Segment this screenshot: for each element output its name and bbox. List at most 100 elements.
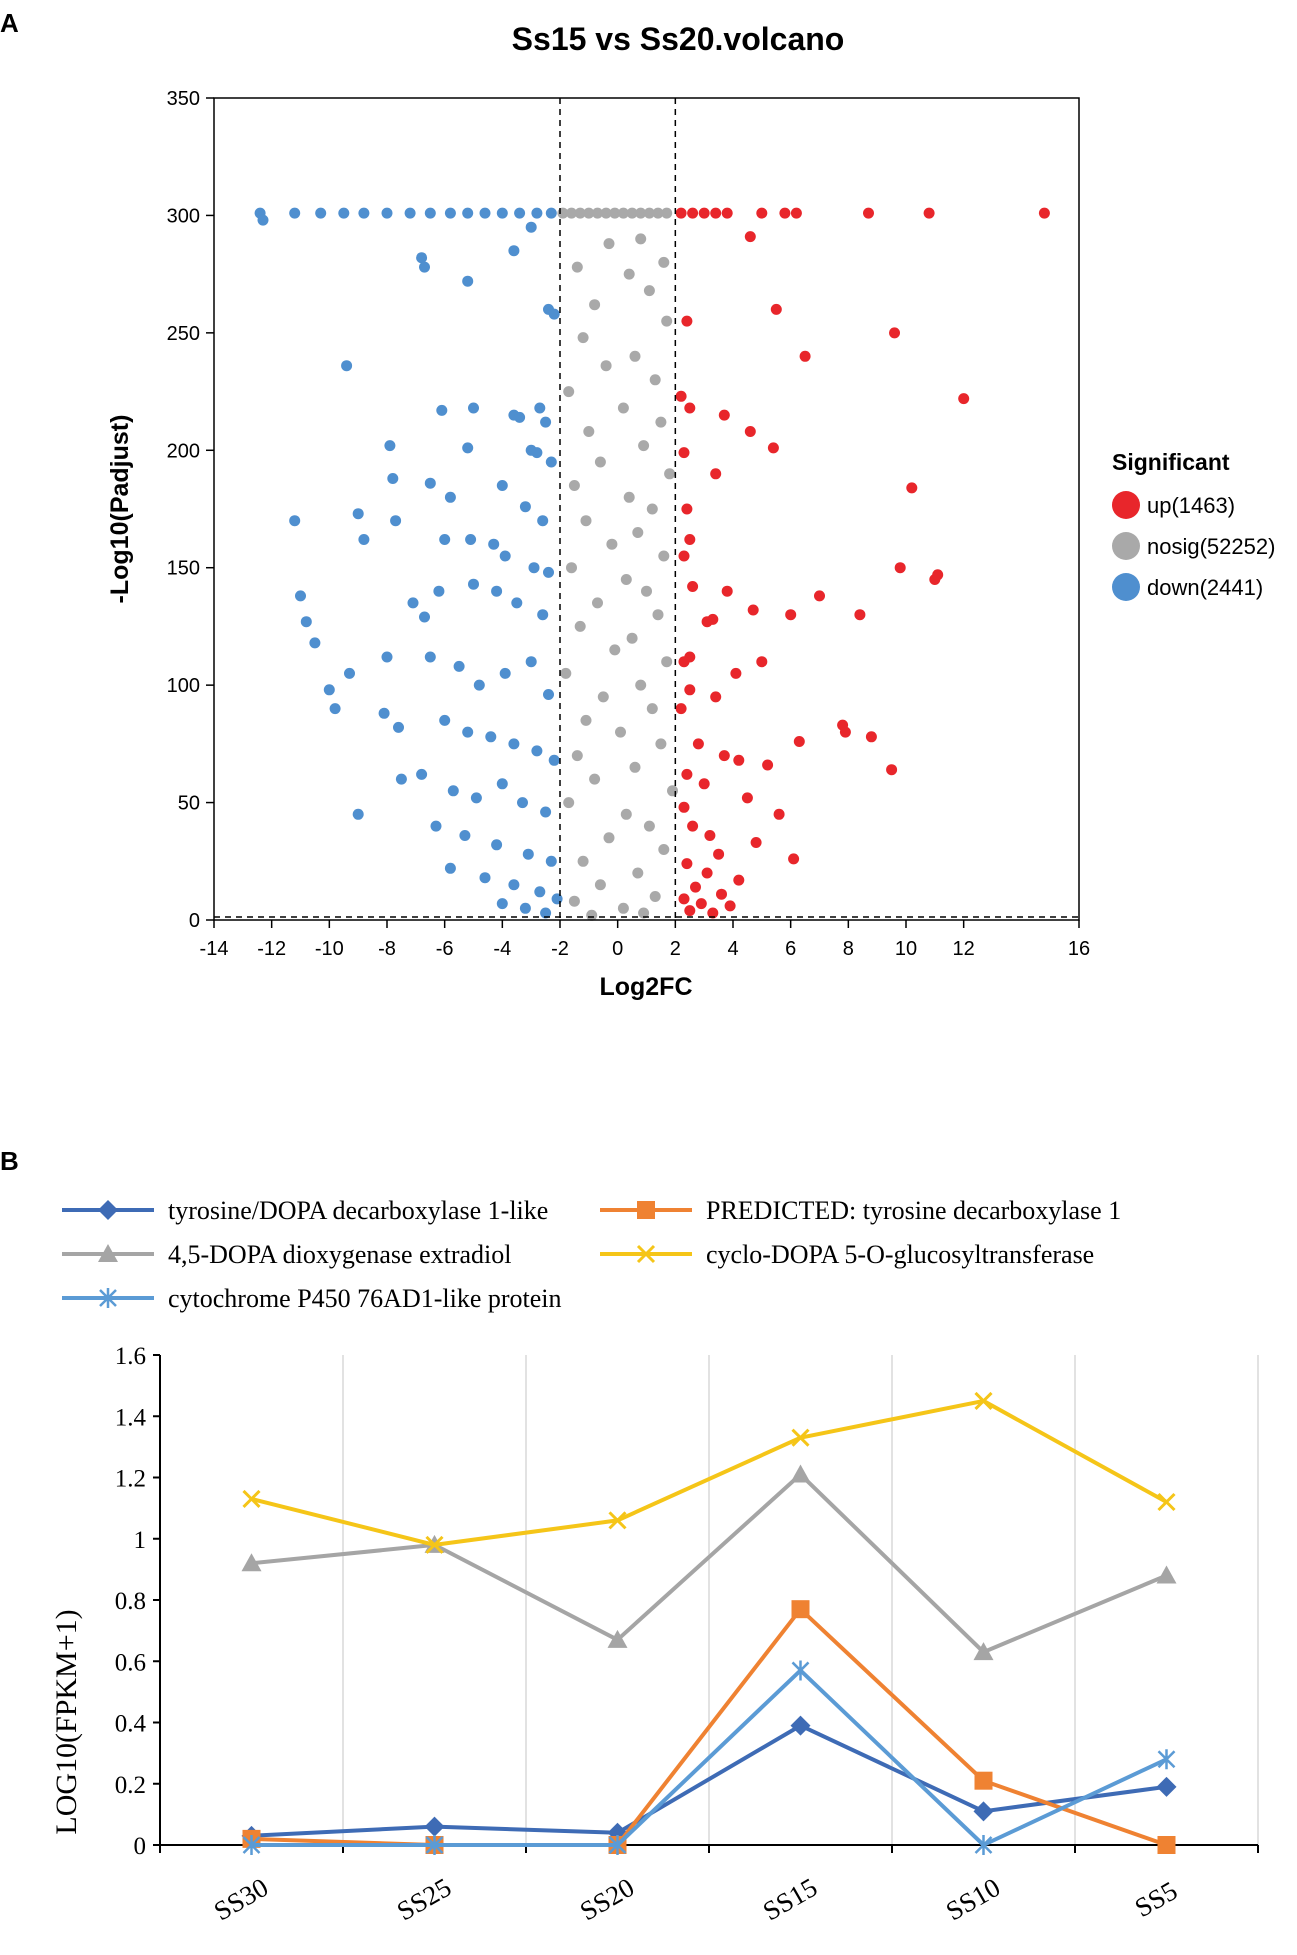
- nosig-point-43: [652, 609, 664, 621]
- down-point-85: [540, 806, 552, 818]
- x-tick-label: SS5: [1130, 1875, 1183, 1923]
- series-2-point-4: [973, 1642, 994, 1661]
- down-point-22: [548, 308, 560, 320]
- nosig-point-70: [638, 907, 650, 919]
- up-point-56: [698, 778, 710, 790]
- up-point-21: [767, 442, 779, 454]
- y-tick-label: 350: [167, 88, 200, 110]
- nosig-point-29: [638, 440, 650, 452]
- nosig-point-4: [592, 207, 603, 219]
- down-point-71: [378, 707, 390, 719]
- down-point-54: [419, 611, 430, 623]
- up-point-17: [675, 390, 687, 402]
- plot-frame: [213, 97, 1080, 921]
- down-point-25: [468, 402, 479, 414]
- up-point-65: [681, 858, 693, 870]
- legend-swatch-2: [1112, 573, 1140, 601]
- series-3-point-1: [425, 1535, 444, 1554]
- up-point-53: [762, 759, 774, 771]
- up-point-52: [733, 754, 745, 766]
- down-point-41: [289, 515, 301, 527]
- nosig-point-55: [571, 750, 583, 762]
- series-1-point-4: [974, 1771, 993, 1790]
- up-point-27: [678, 550, 690, 562]
- legend-marker-1: [637, 1201, 655, 1219]
- down-point-33: [531, 447, 543, 459]
- nosig-point-71: [586, 909, 598, 921]
- down-point-7: [424, 207, 436, 219]
- nosig-point-18: [643, 285, 655, 297]
- nosig-point-61: [643, 820, 655, 832]
- series-4-point-1: [425, 1835, 444, 1855]
- down-point-87: [430, 820, 442, 832]
- y-tick-label: 0.8: [115, 1588, 146, 1615]
- up-point-11: [744, 231, 756, 243]
- down-point-84: [517, 797, 528, 809]
- down-point-23: [341, 360, 353, 372]
- y-tick-label: 150: [167, 558, 200, 580]
- up-point-12: [770, 303, 782, 315]
- nosig-point-8: [626, 207, 638, 219]
- series-3-point-2: [608, 1511, 627, 1530]
- down-point-74: [462, 726, 474, 738]
- nosig-point-54: [655, 738, 667, 750]
- nosig-point-31: [664, 468, 676, 480]
- x-tick-label: -14: [200, 938, 229, 960]
- up-point-5: [756, 207, 768, 219]
- y-tick-label: 1.2: [115, 1466, 146, 1493]
- up-point-6: [779, 207, 791, 219]
- legend: Significant up(1463) nosig(52252) down(244…: [1112, 449, 1275, 601]
- y-tick-label: 1.4: [115, 1404, 147, 1431]
- nosig-point-63: [658, 844, 670, 855]
- x-tick-label: 8: [843, 938, 854, 960]
- down-point-68: [543, 689, 554, 700]
- up-point-38: [854, 609, 866, 621]
- nosig-point-28: [583, 426, 595, 437]
- down-point-75: [485, 731, 497, 743]
- y-axis-ticks: 0 50 100 150 200 250 300 350: [167, 88, 214, 932]
- x-tick-label: 2: [670, 938, 681, 960]
- nosig-point-32: [568, 480, 580, 491]
- panel-label-a: A: [0, 8, 19, 38]
- down-point-39: [519, 501, 531, 513]
- down-point-67: [525, 656, 537, 668]
- down-point-58: [511, 597, 523, 609]
- down-point-48: [499, 550, 511, 562]
- legend-swatch-0: [1112, 491, 1140, 519]
- down-point-78: [548, 754, 560, 766]
- down-point-37: [444, 491, 456, 503]
- series-1-point-3: [791, 1600, 810, 1619]
- nosig-point-69: [617, 902, 629, 914]
- down-point-50: [543, 566, 554, 578]
- down-point-16: [525, 221, 537, 233]
- down-point-6: [404, 207, 416, 219]
- up-point-34: [747, 604, 759, 616]
- nosig-point-7: [617, 207, 629, 219]
- nosig-point-47: [661, 656, 673, 668]
- y-tick-label: 0.6: [115, 1649, 146, 1676]
- down-point-76: [508, 738, 520, 750]
- up-point-33: [814, 590, 825, 602]
- down-point-27: [514, 411, 526, 423]
- series-3-point-0: [242, 1489, 261, 1508]
- nosig-point-3: [583, 207, 595, 219]
- nosig-point-56: [629, 761, 641, 773]
- down-point-35: [387, 473, 399, 484]
- down-point-38: [496, 480, 508, 491]
- down-point-11: [496, 207, 508, 219]
- down-point-80: [416, 768, 428, 780]
- up-point-42: [730, 667, 742, 679]
- down-point-30: [384, 440, 396, 452]
- series-2-point-5: [1156, 1565, 1177, 1584]
- down-point-60: [309, 637, 321, 649]
- down-point-47: [488, 538, 500, 550]
- down-point-64: [453, 660, 465, 672]
- up-point-66: [701, 867, 713, 879]
- x-tick-label: 10: [895, 938, 917, 960]
- nosig-point-45: [626, 632, 638, 644]
- nosig-point-9: [635, 207, 647, 219]
- nosig-point-44: [574, 620, 586, 632]
- up-point-45: [675, 703, 687, 715]
- up-point-25: [681, 503, 693, 515]
- up-point-18: [684, 402, 696, 414]
